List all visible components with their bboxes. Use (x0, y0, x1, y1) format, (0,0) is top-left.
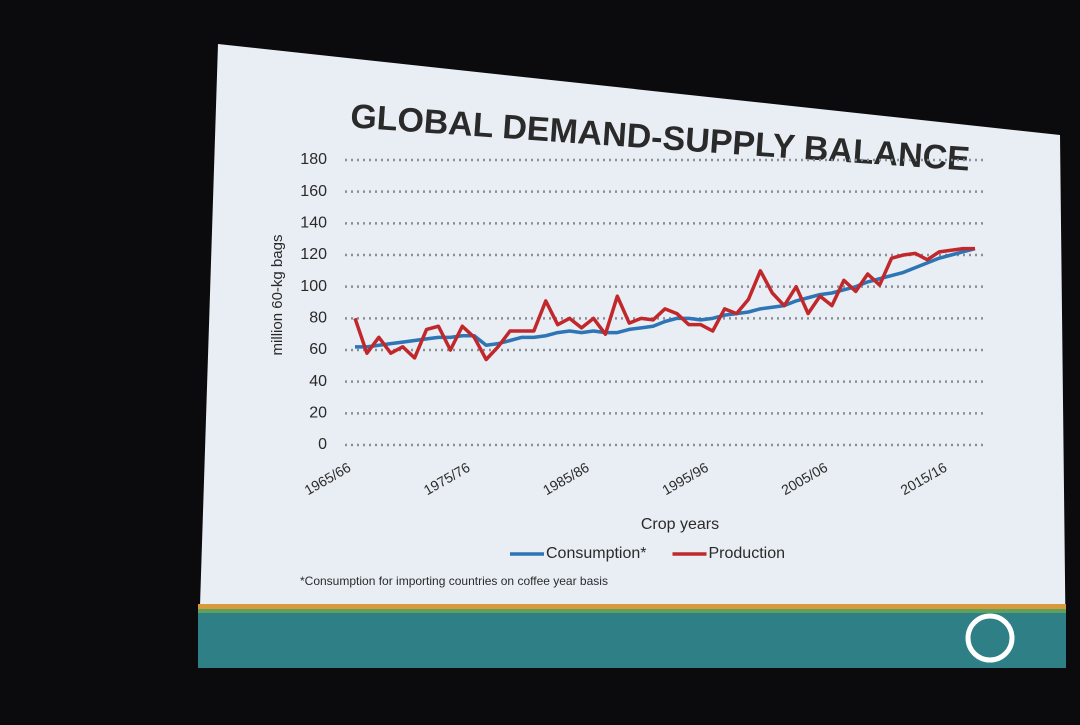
y-axis-label: million 60-kg bags (269, 235, 286, 356)
line-series (353, 246, 975, 362)
legend-label: Consumption* (546, 545, 647, 562)
y-tick-label: 160 (300, 183, 327, 200)
slide-stripe (198, 604, 1066, 609)
slide (198, 44, 1066, 668)
slide-footer (198, 612, 1066, 668)
slide-stripe (198, 609, 1066, 613)
logo (965, 613, 1015, 663)
y-tick-label: 100 (300, 278, 327, 295)
y-tick-label: 20 (309, 405, 327, 422)
footnote: *Consumption for importing countries on … (300, 574, 608, 588)
y-tick-label: 40 (309, 373, 327, 390)
y-tick-label: 140 (300, 215, 327, 232)
legend-label: Production (709, 545, 786, 562)
y-tick-label: 0 (318, 436, 327, 453)
y-tick-label: 120 (300, 246, 327, 263)
y-tick-label: 60 (309, 341, 327, 358)
y-tick-label: 80 (309, 310, 327, 327)
x-axis-label: Crop years (641, 516, 719, 533)
y-tick-label: 180 (300, 151, 327, 168)
